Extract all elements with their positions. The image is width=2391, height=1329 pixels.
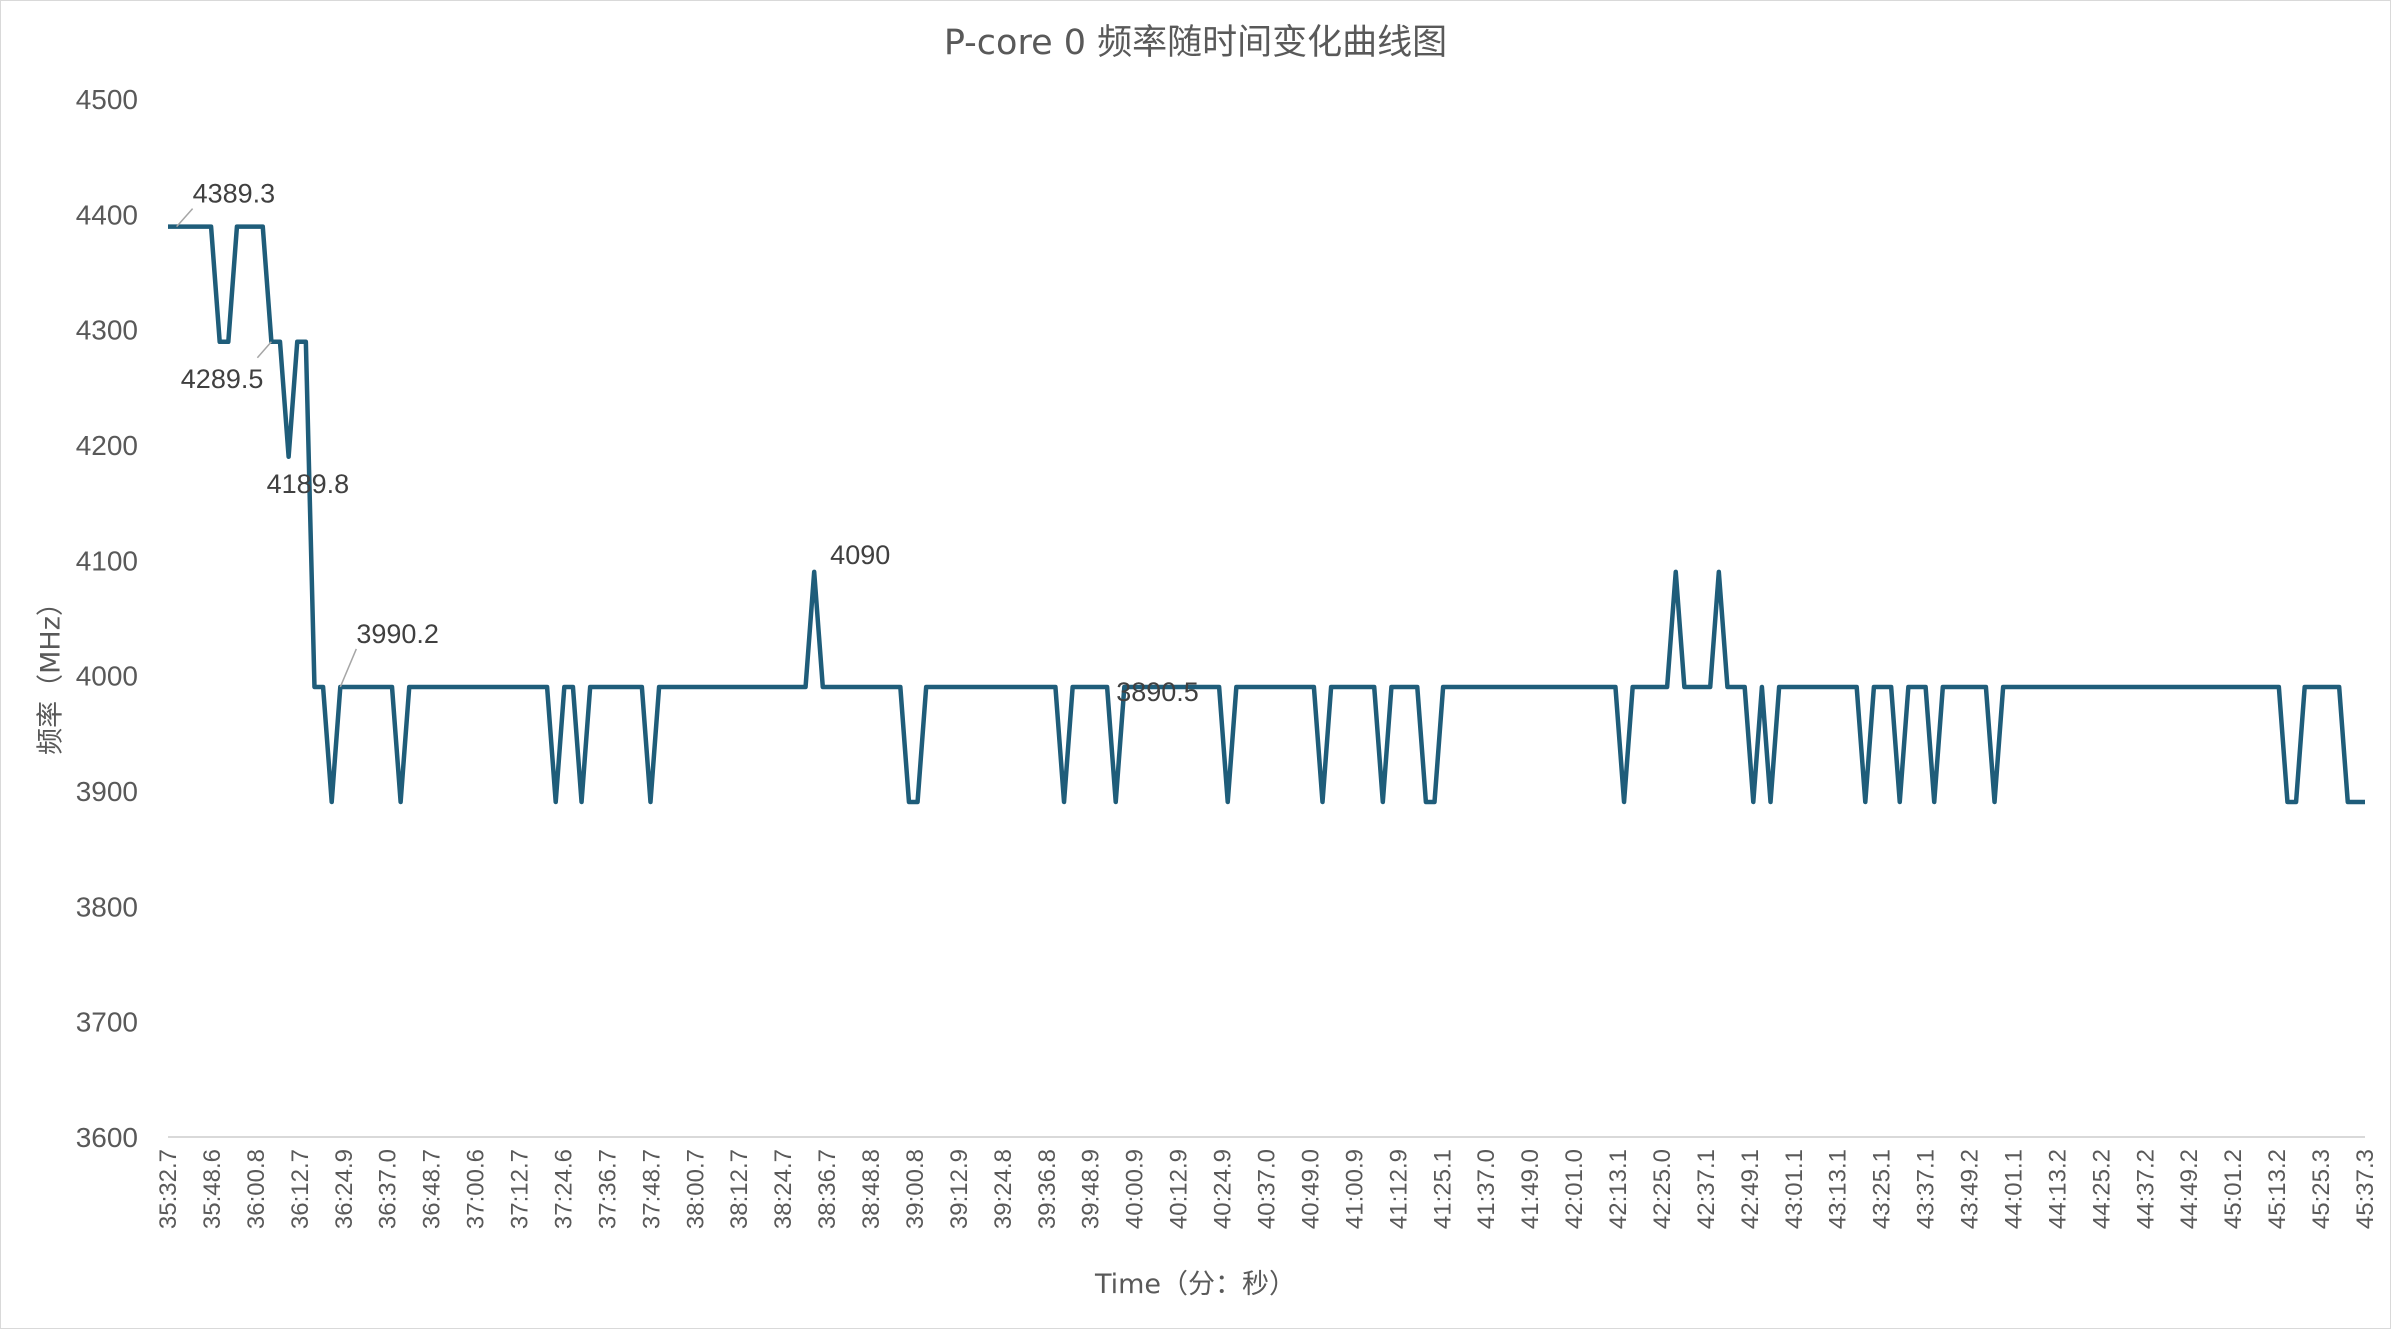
x-tick-label: 40:24.9 bbox=[1210, 1149, 1237, 1229]
x-tick-label: 43:49.2 bbox=[1957, 1149, 1984, 1229]
x-tick-label: 41:49.0 bbox=[1517, 1149, 1544, 1229]
x-tick-label: 35:32.7 bbox=[155, 1149, 182, 1229]
x-tick-label: 35:48.6 bbox=[199, 1149, 226, 1229]
x-tick-label: 44:49.2 bbox=[2176, 1149, 2203, 1229]
y-tick-label: 4400 bbox=[76, 199, 138, 230]
chart-title: P-core 0 频率随时间变化曲线图 bbox=[943, 23, 1448, 63]
y-tick-label: 4000 bbox=[76, 661, 138, 692]
x-tick-label: 45:25.3 bbox=[2308, 1149, 2335, 1229]
series-line bbox=[168, 224, 2365, 805]
x-tick-label: 44:01.1 bbox=[2000, 1149, 2027, 1229]
y-tick-label: 3800 bbox=[76, 891, 138, 922]
x-axis-label: Time（分：秒） bbox=[1094, 1269, 1297, 1300]
x-tick-label: 39:00.8 bbox=[902, 1149, 929, 1229]
x-tick-label: 41:25.1 bbox=[1429, 1149, 1456, 1229]
x-tick-label: 42:13.1 bbox=[1605, 1149, 1632, 1229]
x-tick-label: 36:48.7 bbox=[419, 1149, 446, 1229]
x-tick-label: 45:01.2 bbox=[2220, 1149, 2247, 1229]
x-tick-label: 44:25.2 bbox=[2088, 1149, 2115, 1229]
x-tick-label: 37:36.7 bbox=[594, 1149, 621, 1229]
leader-line bbox=[176, 208, 194, 228]
leader-line bbox=[339, 648, 358, 688]
x-tick-label: 39:48.9 bbox=[1078, 1149, 1105, 1229]
data-label: 4389.3 bbox=[193, 179, 276, 209]
x-tick-label: 36:00.8 bbox=[243, 1149, 270, 1229]
x-tick-label: 42:25.0 bbox=[1649, 1149, 1676, 1229]
y-tick-label: 3600 bbox=[76, 1122, 138, 1153]
x-tick-label: 42:49.1 bbox=[1737, 1149, 1764, 1229]
x-tick-label: 43:25.1 bbox=[1869, 1149, 1896, 1229]
x-tick-label: 37:00.6 bbox=[463, 1149, 490, 1229]
data-label: 3990.2 bbox=[356, 619, 439, 649]
y-tick-labels: 3600 3700 3800 3900 4000 4100 4200 4300 4400 4500 bbox=[76, 84, 138, 1153]
x-tick-label: 45:13.2 bbox=[2264, 1149, 2291, 1229]
data-label: 4090 bbox=[830, 540, 890, 570]
x-tick-label: 40:49.0 bbox=[1297, 1149, 1324, 1229]
x-tick-label: 43:13.1 bbox=[1825, 1149, 1852, 1229]
x-tick-label: 38:00.7 bbox=[682, 1149, 709, 1229]
x-tick-label: 40:12.9 bbox=[1166, 1149, 1193, 1229]
x-tick-label: 45:37.3 bbox=[2352, 1149, 2379, 1229]
x-tick-label: 37:48.7 bbox=[638, 1149, 665, 1229]
x-tick-label: 36:12.7 bbox=[287, 1149, 314, 1229]
x-tick-label: 38:36.7 bbox=[814, 1149, 841, 1229]
x-tick-label: 38:24.7 bbox=[770, 1149, 797, 1229]
x-tick-label: 40:00.9 bbox=[1122, 1149, 1149, 1229]
y-tick-label: 3900 bbox=[76, 776, 138, 807]
x-tick-label: 36:37.0 bbox=[375, 1149, 402, 1229]
x-tick-label: 41:37.0 bbox=[1473, 1149, 1500, 1229]
x-tick-label: 39:12.9 bbox=[946, 1149, 973, 1229]
x-tick-label: 39:36.8 bbox=[1034, 1149, 1061, 1229]
y-tick-label: 4200 bbox=[76, 430, 138, 461]
leader-line bbox=[256, 341, 272, 359]
x-tick-label: 41:12.9 bbox=[1385, 1149, 1412, 1229]
x-tick-label: 38:12.7 bbox=[726, 1149, 753, 1229]
y-tick-label: 3700 bbox=[76, 1007, 138, 1038]
y-tick-label: 4500 bbox=[76, 84, 138, 115]
x-tick-label: 41:00.9 bbox=[1341, 1149, 1368, 1229]
x-tick-label: 37:24.6 bbox=[550, 1149, 577, 1229]
data-labels: 4389.3 4289.5 4189.8 3990.2 4090 3890.5 bbox=[176, 179, 1199, 707]
data-label: 4189.8 bbox=[267, 469, 350, 499]
data-label: 4289.5 bbox=[181, 364, 264, 394]
x-tick-label: 37:12.7 bbox=[507, 1149, 534, 1229]
x-tick-label: 44:13.2 bbox=[2044, 1149, 2071, 1229]
x-tick-label: 39:24.8 bbox=[990, 1149, 1017, 1229]
x-tick-label: 36:24.9 bbox=[331, 1149, 358, 1229]
x-tick-label: 40:37.0 bbox=[1254, 1149, 1281, 1229]
x-tick-label: 42:01.0 bbox=[1561, 1149, 1588, 1229]
x-tick-label: 43:37.1 bbox=[1913, 1149, 1940, 1229]
x-tick-label: 38:48.8 bbox=[858, 1149, 885, 1229]
x-tick-label: 43:01.1 bbox=[1781, 1149, 1808, 1229]
x-tick-labels: 35:32.7 35:48.6 36:00.8 36:12.7 36:24.9 36:37… bbox=[155, 1149, 2379, 1229]
x-tick-label: 42:37.1 bbox=[1693, 1149, 1720, 1229]
y-tick-label: 4300 bbox=[76, 315, 138, 346]
data-label: 3890.5 bbox=[1116, 677, 1199, 707]
x-tick-label: 44:37.2 bbox=[2132, 1149, 2159, 1229]
series-frequency bbox=[168, 224, 2365, 805]
y-tick-label: 4100 bbox=[76, 545, 138, 576]
